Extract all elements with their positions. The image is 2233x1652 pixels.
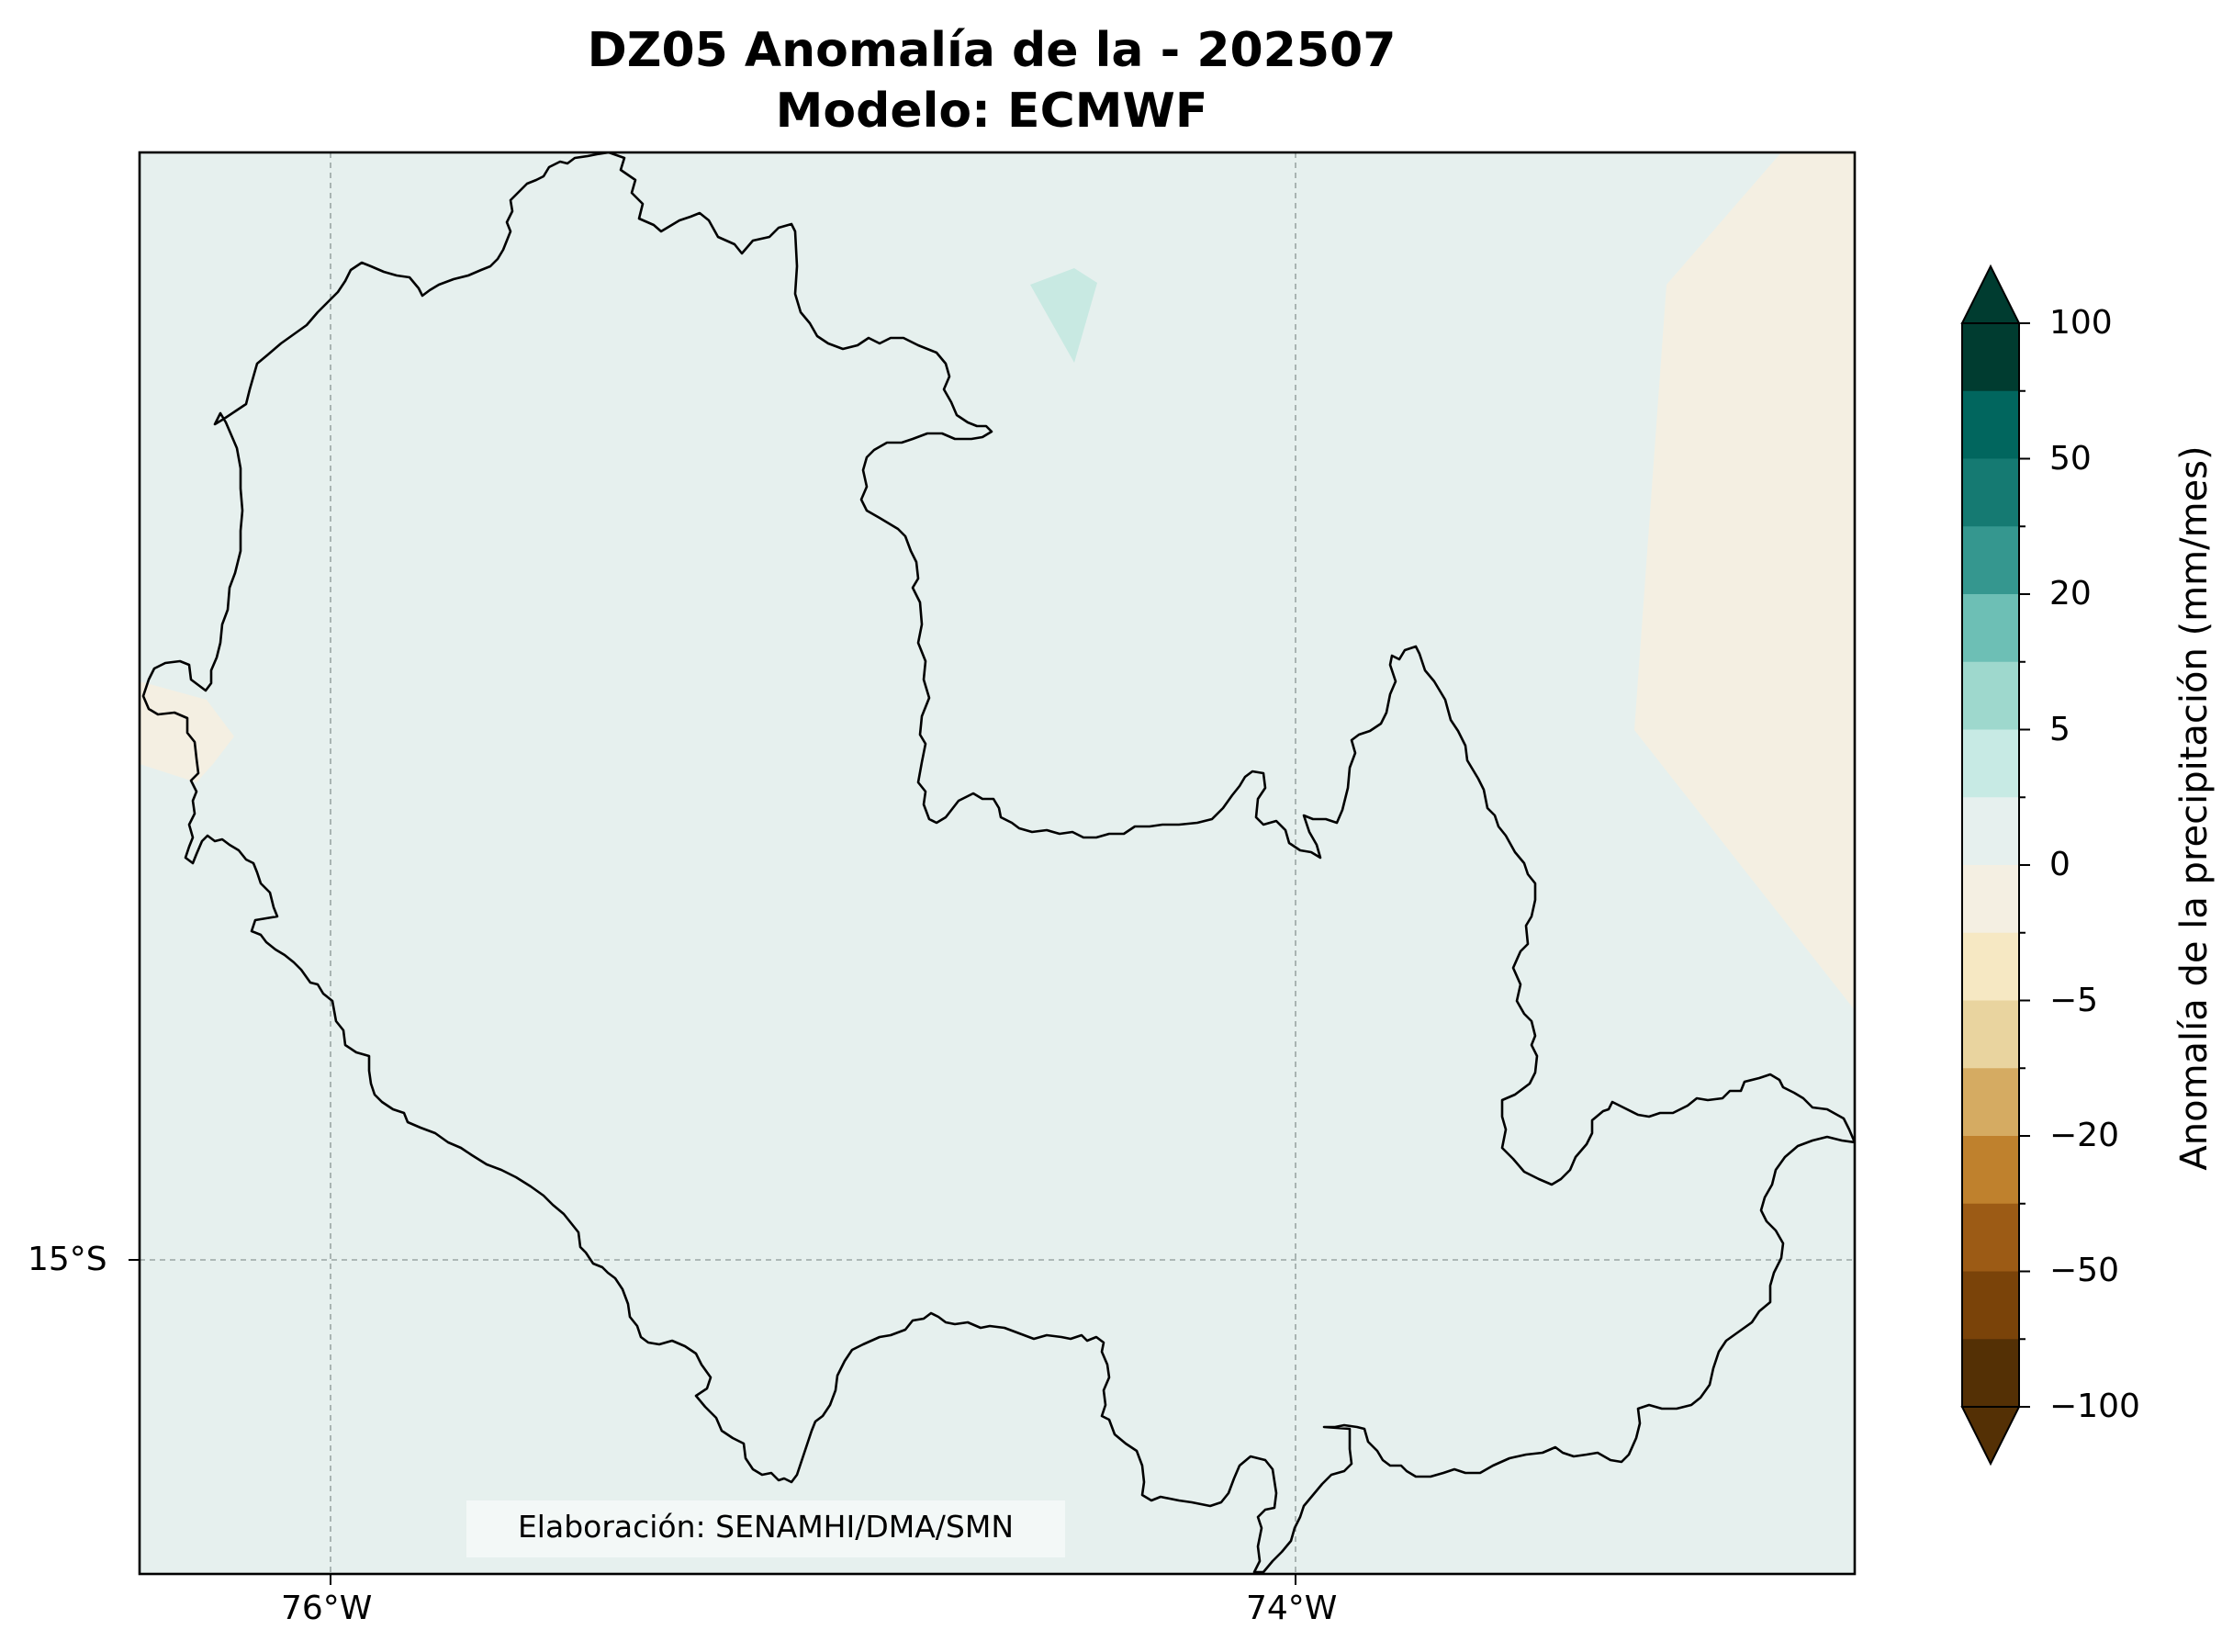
colorbar-tick-label: −50 [2049, 1252, 2119, 1289]
credit-text: Elaboración: SENAMHI/DMA/SMN [518, 1509, 1014, 1545]
xtick-label-74w: 74°W [1246, 1590, 1338, 1627]
colorbar-tick-label: −5 [2049, 982, 2099, 1019]
colorbar-segment [1962, 458, 2019, 527]
colorbar-extend-bottom [1960, 1406, 2021, 1467]
ytick-label-15s: 15°S [28, 1241, 107, 1278]
colorbar-segment [1962, 323, 2019, 392]
colorbar-tick-label: −20 [2049, 1117, 2119, 1154]
map-frame [138, 151, 1857, 1576]
credit-box [466, 1500, 1065, 1557]
colorbar-segment [1962, 1136, 2019, 1205]
colorbar-segment [1962, 661, 2019, 730]
colorbar-segment [1962, 1203, 2019, 1272]
colorbar-tick-label: 50 [2049, 440, 2092, 478]
colorbar-segment [1962, 865, 2019, 934]
map-background [140, 152, 1855, 1574]
xtick-label-76w: 76°W [281, 1590, 373, 1627]
colorbar-tick-label: 20 [2049, 575, 2092, 612]
colorbar-segment [1962, 1339, 2019, 1408]
chart-title-line1: DZ05 Anomalía de la - 202507 [587, 23, 1397, 78]
positive-anomaly-patch [1030, 268, 1097, 363]
colorbar-extend-top [1960, 264, 2021, 324]
colorbar-segment [1962, 1000, 2019, 1069]
colorbar-tick-label: −100 [2049, 1388, 2140, 1425]
negative-anomaly-area-east [1634, 152, 1855, 1010]
colorbar-segment [1962, 526, 2019, 595]
chart-title-line2: Modelo: ECMWF [775, 84, 1208, 139]
region-boundary [141, 152, 1855, 1574]
colorbar-tick-label: 5 [2049, 711, 2070, 748]
colorbar-tick-label: 0 [2049, 846, 2070, 883]
colorbar-segment [1962, 797, 2019, 866]
colorbar-segment [1962, 390, 2019, 459]
colorbar-segment [1962, 932, 2019, 1001]
colorbar-segment [1962, 1271, 2019, 1340]
colorbar-segment [1962, 729, 2019, 798]
colorbar-segment [1962, 1068, 2019, 1137]
colorbar-tick-label: 100 [2049, 304, 2113, 342]
colorbar [1960, 264, 2030, 1467]
colorbar-segment [1962, 594, 2019, 663]
colorbar-title: Anomalía de la precipitación (mm/mes) [2173, 445, 2216, 1171]
